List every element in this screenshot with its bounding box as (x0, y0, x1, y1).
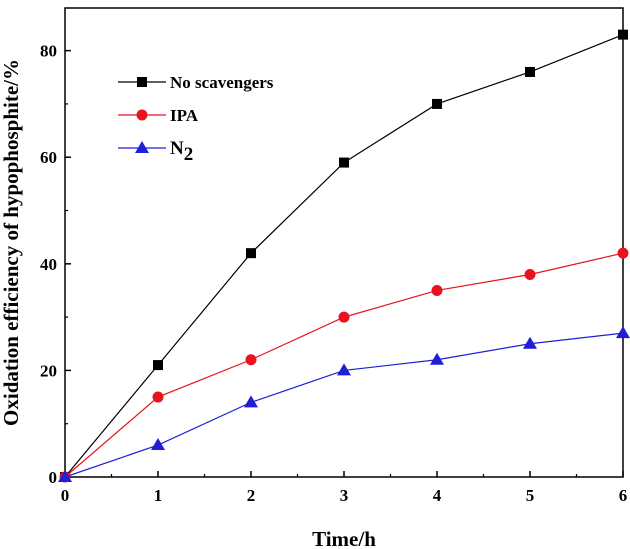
data-point (431, 284, 443, 296)
plot-frame (64, 7, 624, 478)
y-axis-label: Oxidation efficiency of hypophosphite/% (0, 59, 23, 426)
x-tick-label: 4 (433, 486, 442, 505)
data-point (245, 354, 257, 366)
data-point (58, 470, 72, 482)
y-axis-ticks: 0 20 40 60 80 (40, 42, 71, 487)
legend-marker (137, 77, 147, 87)
data-point (524, 268, 536, 280)
axes (64, 7, 624, 478)
legend-marker (135, 141, 149, 153)
data-point (618, 29, 628, 40)
series-3 (58, 326, 630, 482)
data-point (244, 395, 258, 408)
data-point (151, 438, 165, 451)
y-tick-label: 80 (40, 42, 57, 61)
x-tick-label: 1 (154, 486, 163, 505)
y-tick-label: 60 (40, 148, 57, 167)
series-group (58, 29, 630, 483)
x-tick-label: 5 (526, 486, 535, 505)
data-point (338, 311, 350, 323)
data-point (525, 66, 535, 77)
data-point (432, 98, 442, 109)
legend-label: No scavengers (170, 73, 274, 92)
legend-marker (136, 109, 148, 121)
x-axis-ticks: 0 1 2 3 4 5 6 (61, 471, 628, 505)
data-point (339, 157, 349, 168)
x-axis-label: Time/h (312, 527, 376, 549)
y-tick-label: 40 (40, 255, 57, 274)
legend-entry: IPA (118, 106, 199, 125)
data-point (523, 336, 537, 349)
data-point (430, 352, 444, 365)
data-point (153, 360, 163, 371)
data-point (152, 391, 164, 403)
legend-entry: N2 (118, 138, 193, 165)
x-tick-label: 0 (61, 486, 70, 505)
x-tick-label: 3 (340, 486, 349, 505)
y-tick-label: 0 (49, 468, 58, 487)
data-point (246, 248, 256, 259)
data-point (617, 247, 629, 259)
x-tick-label: 2 (247, 486, 256, 505)
legend-label: IPA (170, 106, 199, 125)
data-point (337, 363, 351, 376)
series-line (64, 34, 624, 478)
legend-entry: No scavengers (118, 73, 274, 92)
series-1 (60, 29, 628, 482)
legend-label: N2 (170, 138, 193, 165)
legend: No scavengers IPA N2 (118, 73, 274, 165)
x-tick-label: 6 (619, 486, 628, 505)
data-point (616, 326, 630, 339)
y-tick-label: 20 (40, 361, 57, 380)
